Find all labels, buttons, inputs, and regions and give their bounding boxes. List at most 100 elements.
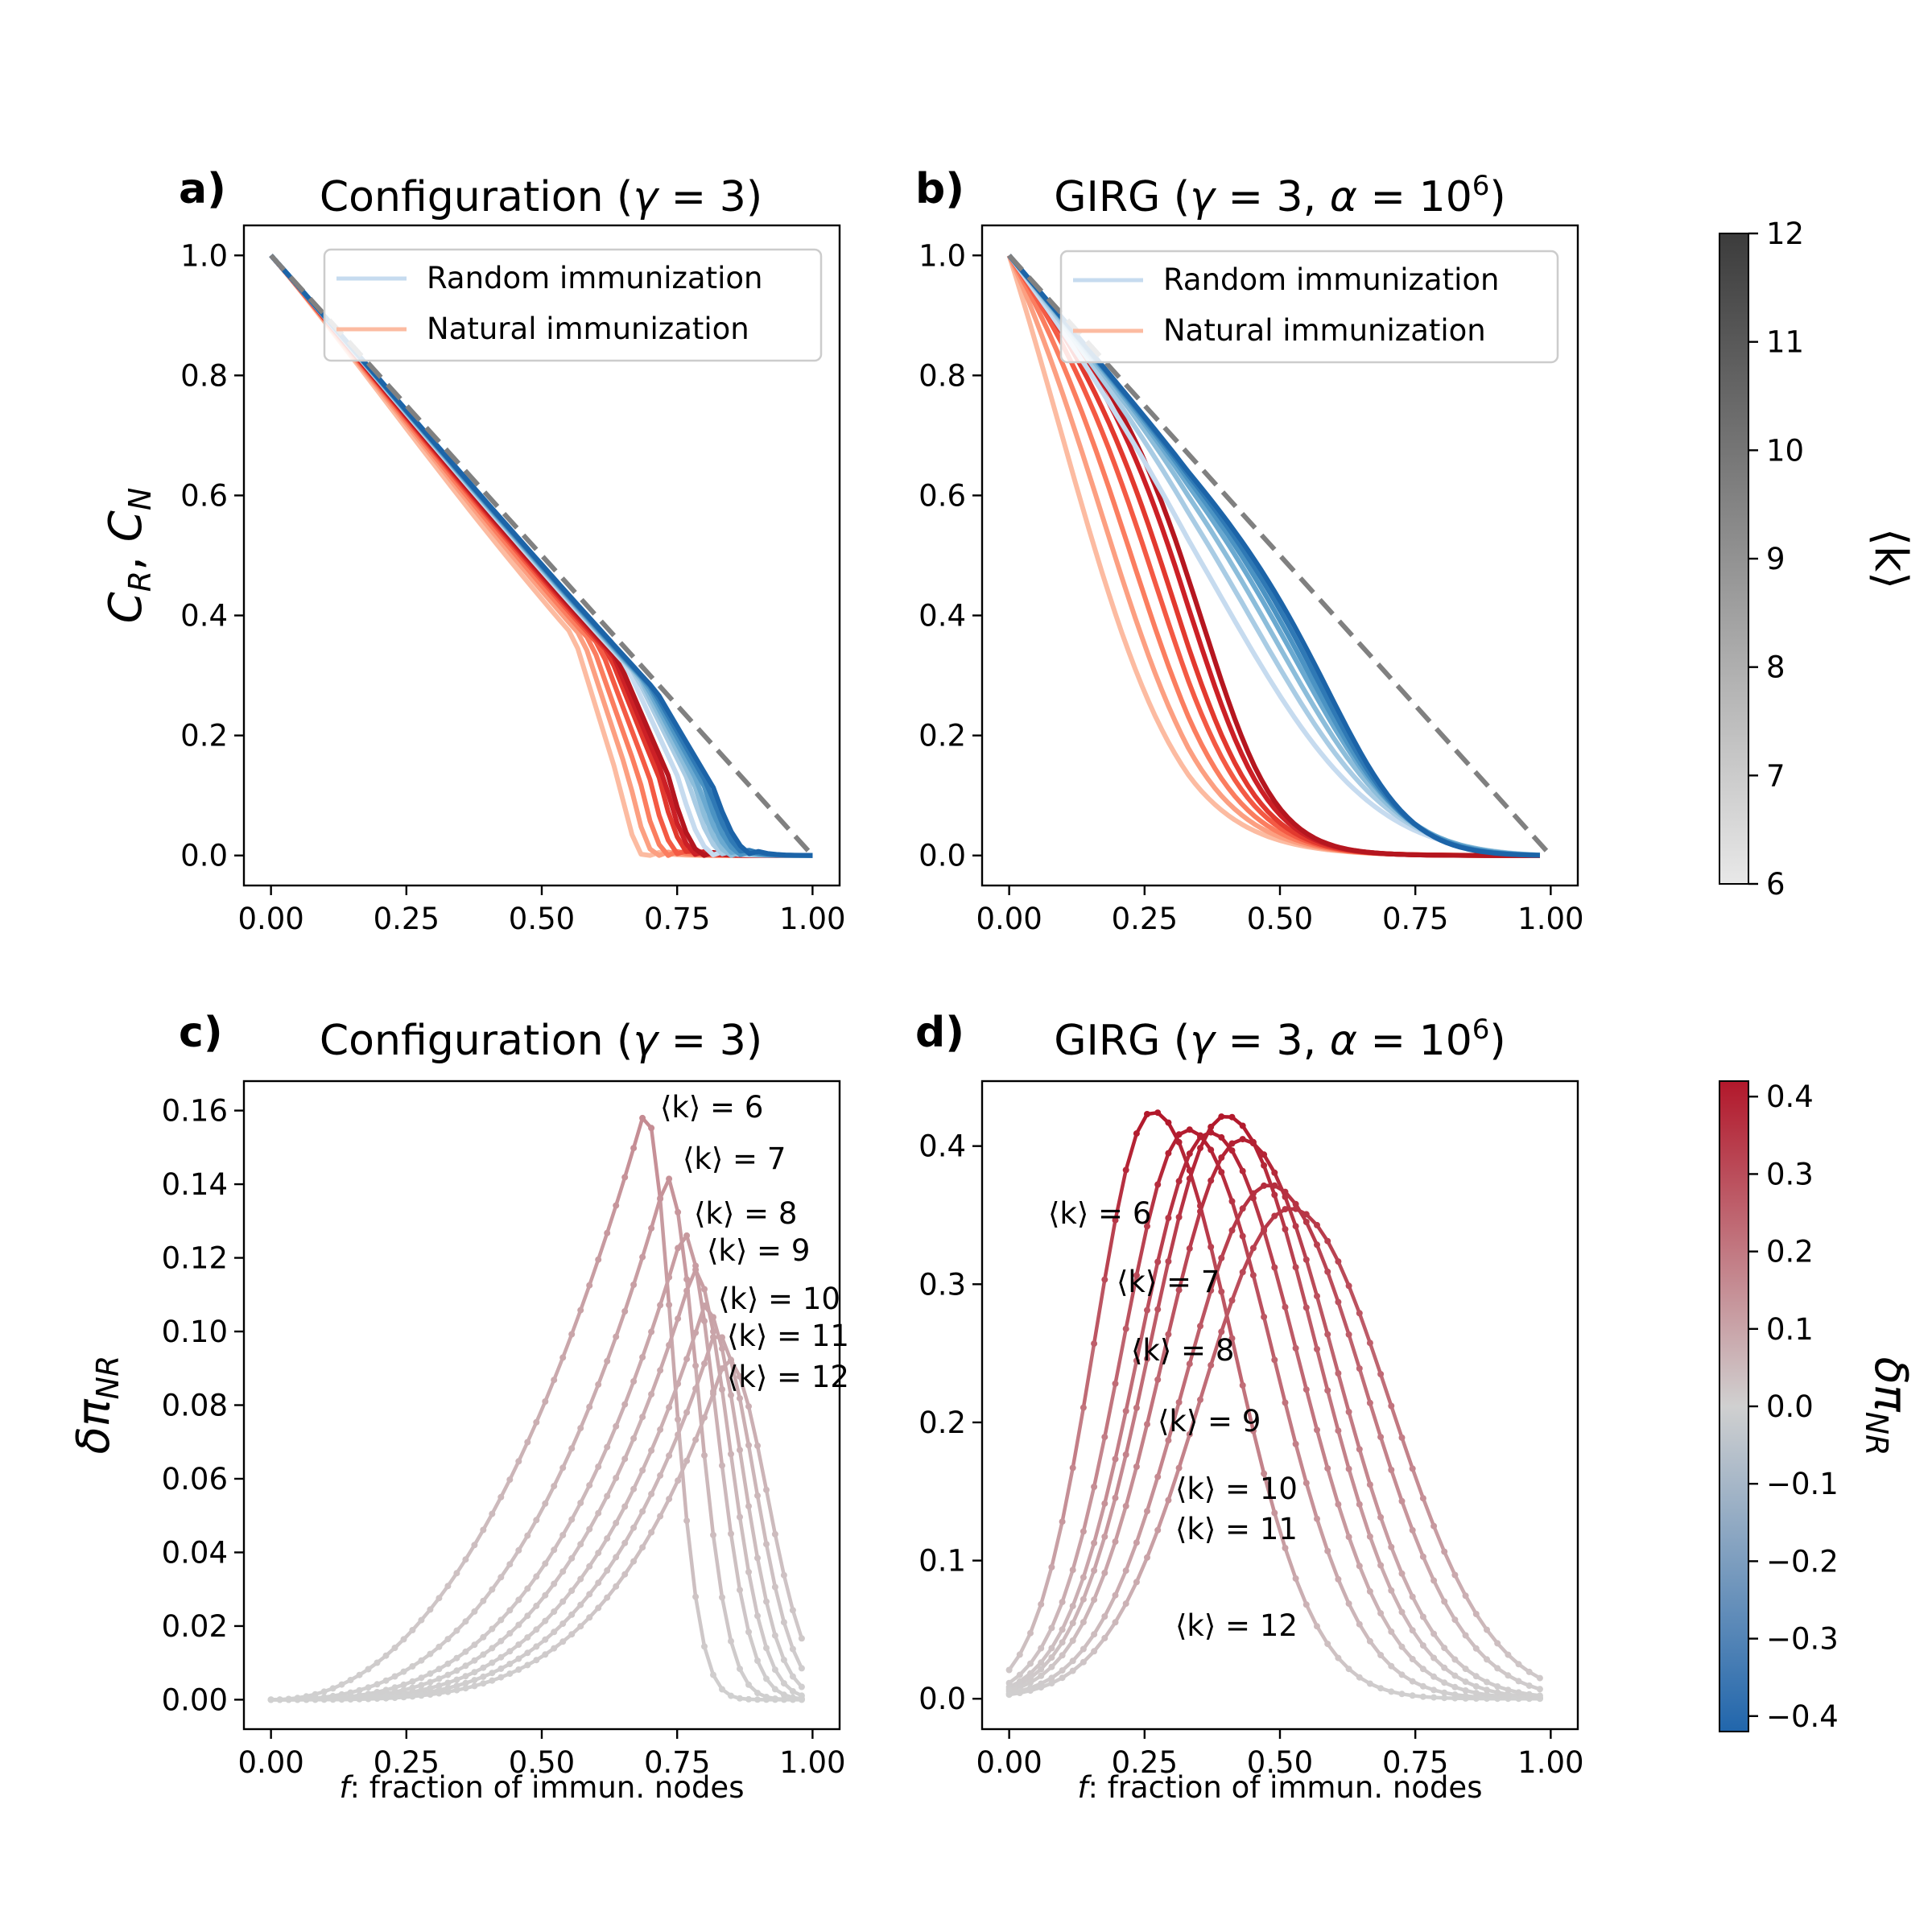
series-segment: [737, 1396, 751, 1447]
data-point: [1484, 1656, 1490, 1663]
data-point: [489, 1670, 496, 1677]
data-point: [683, 1356, 691, 1363]
data-point: [1366, 1399, 1373, 1406]
data-point: [780, 1696, 787, 1703]
colorbar-tick-label: −0.4: [1766, 1699, 1839, 1734]
data-point: [1302, 1304, 1310, 1311]
data-point: [551, 1645, 558, 1652]
data-point: [728, 1637, 734, 1645]
data-point: [1059, 1626, 1066, 1633]
data-point: [1409, 1465, 1416, 1472]
data-point: [1282, 1206, 1289, 1213]
colorbar-tick-label: 6: [1766, 867, 1785, 902]
data-point: [1228, 1335, 1236, 1342]
series-segment: [1145, 1528, 1160, 1560]
data-point: [506, 1630, 514, 1637]
data-point: [754, 1492, 761, 1499]
data-point: [1186, 1126, 1193, 1133]
data-point: [1208, 1177, 1215, 1184]
series-segment: [746, 1504, 760, 1560]
data-point: [462, 1685, 469, 1692]
data-point: [1462, 1632, 1469, 1639]
data-point: [551, 1629, 558, 1636]
data-point: [621, 1539, 629, 1546]
data-point: [789, 1607, 796, 1614]
data-point: [1419, 1693, 1426, 1700]
panel-c-xtick-label: 0.75: [644, 1745, 710, 1780]
panel-a-label: a): [179, 165, 226, 213]
data-point: [1112, 1216, 1119, 1224]
series-segment: [1251, 1227, 1266, 1250]
legend-natural-label: Natural immunization: [427, 312, 749, 346]
data-point: [1144, 1508, 1150, 1515]
data-point: [639, 1114, 646, 1121]
data-point: [320, 1696, 328, 1703]
series-segment: [1357, 1311, 1373, 1345]
series-segment: [658, 1275, 671, 1307]
data-point: [1398, 1434, 1406, 1441]
series-segment: [605, 1424, 618, 1449]
series-segment: [1304, 1480, 1319, 1521]
data-point: [524, 1585, 531, 1592]
data-point: [666, 1496, 673, 1503]
series-segment: [1261, 1228, 1277, 1269]
data-point: [1122, 1166, 1129, 1174]
panel-c-ytick-label: 0.04: [162, 1535, 228, 1570]
series-segment: [1230, 1336, 1245, 1388]
data-point: [586, 1525, 593, 1533]
data-point: [1038, 1645, 1045, 1652]
data-point: [683, 1276, 691, 1283]
colorbar-tick-label: 10: [1766, 433, 1804, 468]
series-segment: [1230, 1270, 1245, 1302]
panel-c-ytick-label: 0.14: [162, 1167, 228, 1202]
series-segment: [755, 1614, 769, 1650]
data-point: [1228, 1113, 1236, 1121]
data-point: [745, 1568, 752, 1575]
series-segment: [729, 1532, 742, 1592]
data-point: [365, 1684, 372, 1691]
series-segment: [1018, 1631, 1033, 1657]
data-point: [515, 1596, 522, 1604]
series-12: [267, 1356, 805, 1703]
data-point: [1197, 1396, 1203, 1403]
data-point: [1165, 1331, 1172, 1338]
series-segment: [791, 1608, 804, 1641]
data-point: [737, 1695, 743, 1702]
data-point: [780, 1691, 787, 1699]
data-point: [1080, 1574, 1087, 1581]
data-point: [497, 1665, 505, 1672]
data-point: [1324, 1387, 1331, 1394]
data-point: [692, 1362, 700, 1369]
data-point: [1175, 1399, 1183, 1406]
data-point: [1154, 1473, 1162, 1480]
series-8: [267, 1232, 805, 1703]
data-point: [329, 1696, 336, 1703]
data-point: [586, 1482, 593, 1489]
data-point: [1388, 1628, 1395, 1635]
data-point: [1494, 1683, 1501, 1690]
data-point: [453, 1627, 460, 1634]
data-point: [710, 1314, 716, 1321]
data-point: [1430, 1522, 1438, 1530]
data-point: [1515, 1689, 1522, 1696]
data-point: [524, 1662, 531, 1669]
data-point: [1462, 1666, 1469, 1673]
data-point: [1484, 1626, 1490, 1633]
data-point: [1112, 1538, 1119, 1546]
series-segment: [1124, 1580, 1139, 1606]
series-segment: [658, 1454, 671, 1478]
data-point: [506, 1670, 514, 1678]
series-segment: [1155, 1438, 1170, 1479]
data-point: [551, 1377, 558, 1384]
data-point: [1059, 1518, 1066, 1525]
data-point: [1536, 1686, 1543, 1693]
data-point: [1016, 1671, 1023, 1678]
panel-a-ytick-label: 0.8: [180, 358, 228, 393]
series-segment: [640, 1392, 654, 1419]
data-point: [1080, 1404, 1087, 1411]
series-segment: [1283, 1227, 1298, 1269]
series-segment: [517, 1440, 530, 1463]
data-point: [542, 1636, 549, 1643]
data-point: [391, 1684, 398, 1691]
panel-a-xtick-label: 0.00: [237, 902, 303, 936]
